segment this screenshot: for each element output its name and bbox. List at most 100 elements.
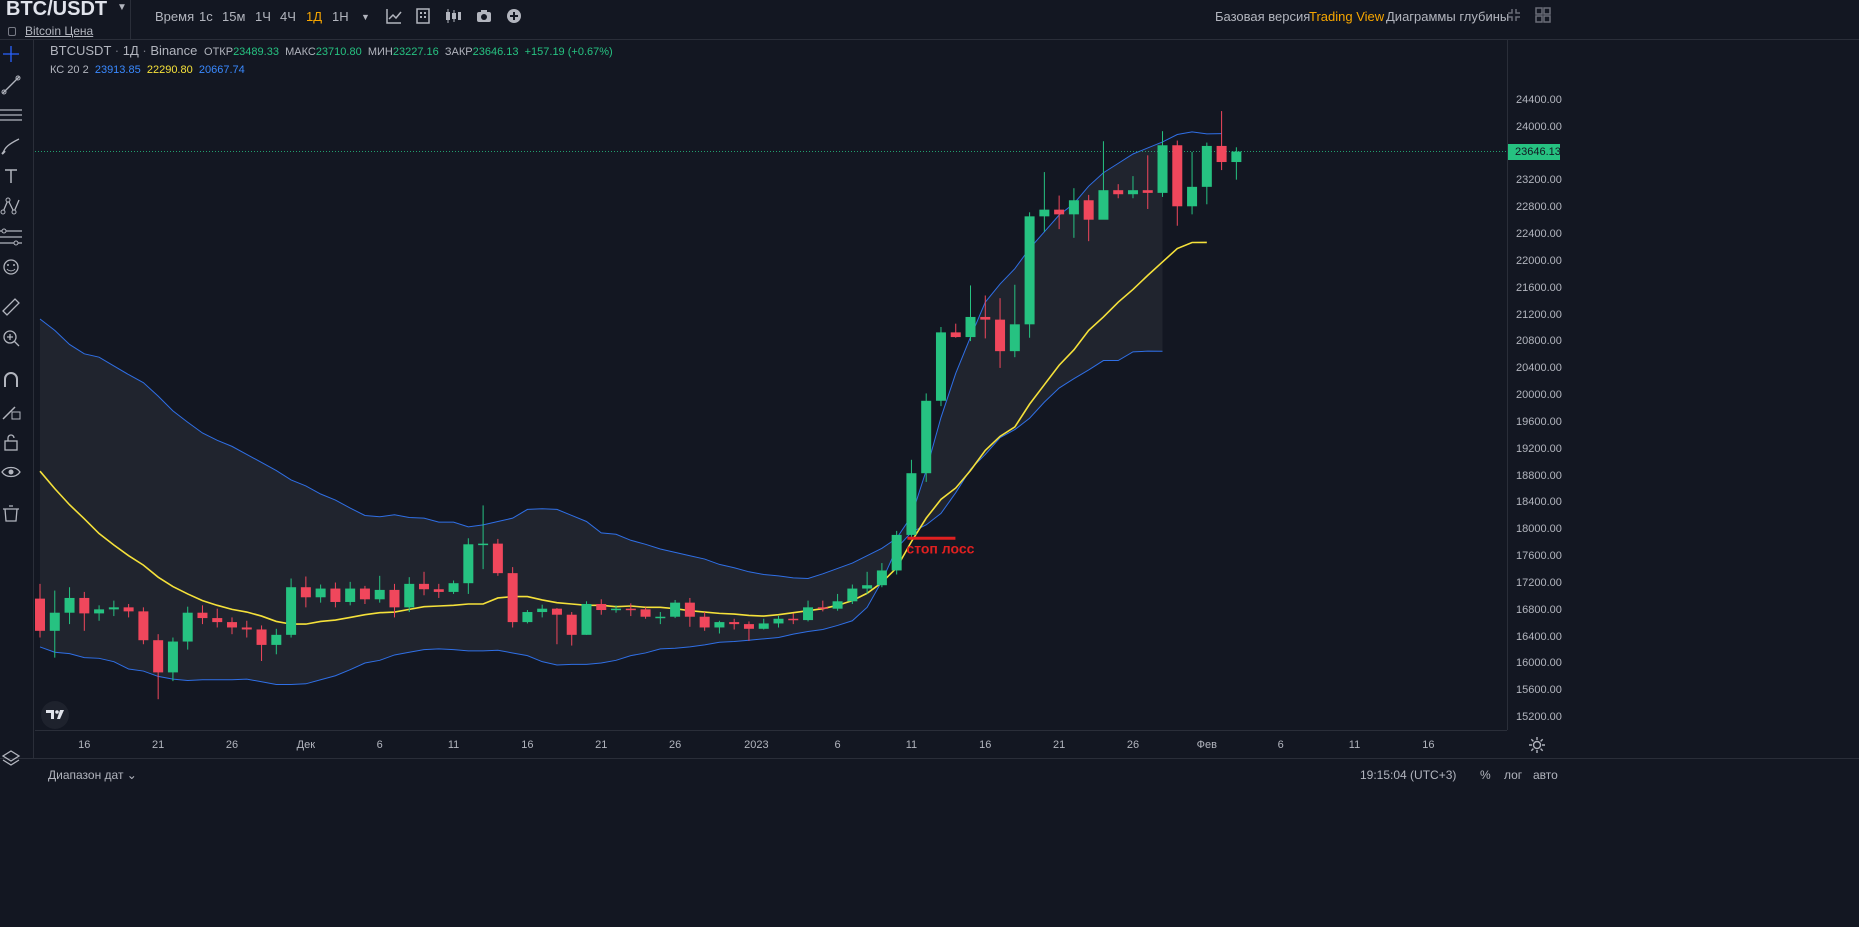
layout-grid-icon[interactable] [1534, 6, 1552, 24]
price-tick-label: 23200.00 [1516, 174, 1562, 187]
candle-body [1054, 209, 1065, 215]
time-tick-label: 11 [905, 739, 918, 751]
interval-1w[interactable]: 1Н [332, 9, 349, 24]
time-tick-label: 16 [979, 739, 992, 751]
indicators-icon[interactable] [385, 7, 403, 25]
time-tick-label: 2023 [744, 739, 769, 751]
pattern-icon[interactable] [0, 195, 22, 217]
plus-circle-icon[interactable] [505, 7, 523, 25]
candle-body [197, 612, 208, 619]
symbol-title[interactable]: BTC/USDT [6, 0, 108, 20]
candle-body [1231, 151, 1242, 163]
layers-icon[interactable] [0, 747, 22, 769]
candle-body [832, 601, 843, 609]
candle-body [847, 588, 858, 602]
log-toggle[interactable]: лог [1504, 768, 1523, 782]
zoom-in-icon[interactable] [0, 327, 22, 349]
candle-body [1216, 145, 1227, 163]
price-tick-label: 19200.00 [1516, 442, 1562, 455]
auto-toggle[interactable]: авто [1533, 768, 1558, 782]
magnet-icon[interactable] [0, 369, 22, 391]
interval-1h[interactable]: 1Ч [255, 9, 271, 24]
legend-close: 23646.13 [472, 46, 519, 58]
bb-mid-line [39, 241, 1207, 625]
horizontal-lines-icon[interactable] [0, 104, 22, 126]
time-axis[interactable]: 16 21 26 Дек 6 11 16 21 26 2023 6 11 16 21 26 Фев 6 11 16 [35, 730, 1507, 758]
eye-icon[interactable] [0, 461, 22, 483]
candle-body [965, 316, 976, 338]
candle-body [448, 583, 459, 592]
fib-icon[interactable] [0, 226, 22, 248]
price-tick-label: 21200.00 [1516, 308, 1562, 321]
price-axis-labels: 24400.00 24000.00 23200.00 22800.00 22400.00… [1508, 40, 1562, 730]
time-tick-label: Дек [296, 739, 316, 751]
symbol-subtitle-link[interactable]: Bitcoin Цена [25, 24, 94, 38]
candle-body [227, 622, 238, 628]
interval-1s[interactable]: 1с [199, 9, 213, 24]
ruler-icon[interactable] [0, 296, 22, 318]
interval-15m[interactable]: 15м [222, 9, 246, 24]
candle-type-icon[interactable] [444, 7, 462, 25]
price-tick-label: 18400.00 [1516, 496, 1562, 509]
candle-body [330, 588, 341, 602]
indicator-name: КС 20 2 [50, 64, 89, 76]
templates-icon[interactable] [414, 7, 432, 25]
candle-body [921, 400, 932, 474]
price-tick-label: 17200.00 [1516, 576, 1562, 589]
view-depth-chart[interactable]: Диаграммы глубины [1386, 9, 1510, 24]
gear-icon[interactable] [1528, 736, 1546, 754]
lock-icon[interactable] [0, 431, 22, 453]
bb-upper-value: 23913.85 [94, 64, 141, 76]
candle-body [803, 607, 814, 621]
crosshair-icon[interactable] [0, 43, 22, 65]
chart-pane[interactable]: стоп лосс [35, 40, 1507, 730]
view-tradingview[interactable]: Trading View [1309, 9, 1385, 24]
fullscreen-exit-icon[interactable] [1505, 6, 1523, 24]
candle-body [788, 618, 799, 621]
trend-line-icon[interactable] [0, 74, 22, 96]
price-tick-label: 19600.00 [1516, 415, 1562, 428]
time-tick-label: 16 [521, 739, 534, 751]
candle-body [1098, 190, 1109, 220]
interval-4h[interactable]: 4Ч [280, 9, 296, 24]
candle-body [995, 319, 1006, 352]
legend-low: 23227.16 [392, 46, 439, 58]
brush-icon[interactable] [0, 134, 22, 156]
candle-body [286, 587, 297, 635]
symbol-dropdown-icon[interactable]: ▼ [117, 2, 127, 13]
candle-body [566, 614, 577, 635]
more-intervals-icon[interactable]: ▼ [361, 12, 370, 22]
candle-body [123, 607, 134, 612]
candle-body [655, 616, 666, 619]
candle-body [714, 622, 725, 628]
view-basic[interactable]: Базовая версия [1215, 9, 1311, 24]
candle-body [906, 473, 917, 535]
text-icon[interactable] [0, 165, 22, 187]
timeframe-label[interactable]: Время [155, 9, 195, 24]
percent-toggle[interactable]: % [1480, 768, 1491, 782]
candle-body [300, 587, 311, 598]
price-tick-label: 16400.00 [1516, 630, 1562, 643]
date-range-button[interactable]: Диапазон дат ⌄ [48, 768, 137, 782]
time-tick-label: 16 [1422, 739, 1435, 751]
lock-draw-icon[interactable] [0, 400, 22, 422]
candle-body [551, 608, 562, 615]
indicator-legend[interactable]: КС 20 2 23913.85 22290.80 20667.74 [50, 64, 245, 76]
top-toolbar: BTC/USDT ▼ Bitcoin Цена Время 1с 15м 1Ч … [0, 0, 1859, 40]
tradingview-logo-icon[interactable] [40, 700, 70, 730]
time-tick-label: 11 [447, 739, 460, 751]
candle-body [49, 612, 60, 631]
candle-body [182, 612, 193, 642]
interval-1d[interactable]: 1Д [306, 9, 323, 24]
candle-body [1024, 216, 1035, 325]
candle-body [271, 634, 282, 645]
candle-body [1039, 209, 1050, 217]
price-tick-label: 22800.00 [1516, 201, 1562, 214]
candle-body [876, 570, 887, 586]
camera-icon[interactable] [475, 7, 493, 25]
time-tick-label: 21 [595, 739, 608, 751]
candlestick-chart[interactable]: стоп лосс [35, 40, 1507, 730]
emoji-icon[interactable] [0, 256, 22, 278]
trash-icon[interactable] [0, 502, 22, 524]
candle-body [758, 623, 769, 629]
